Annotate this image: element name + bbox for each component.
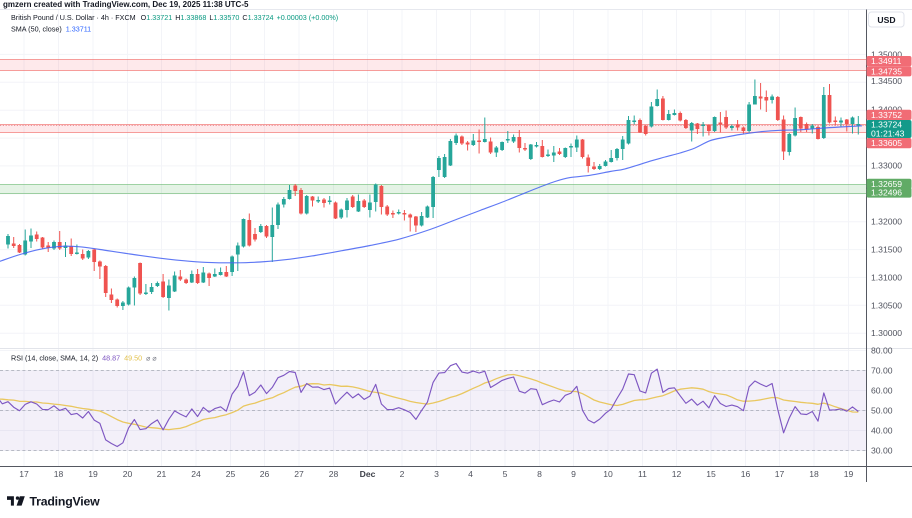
- svg-text:1.30000: 1.30000: [871, 328, 902, 338]
- svg-text:1.33605: 1.33605: [871, 138, 902, 148]
- svg-text:Dec: Dec: [360, 469, 376, 479]
- svg-text:1.31000: 1.31000: [871, 273, 902, 283]
- svg-text:1.33724: 1.33724: [871, 120, 902, 130]
- svg-text:RSI (14, close, SMA, 14, 2) 48: RSI (14, close, SMA, 14, 2) 48.87 49.50 ⌀ …: [11, 354, 157, 363]
- svg-text:1.34500: 1.34500: [871, 76, 902, 86]
- svg-text:1.33752: 1.33752: [871, 110, 902, 120]
- svg-text:60.00: 60.00: [871, 386, 893, 396]
- svg-text:26: 26: [260, 469, 270, 479]
- svg-text:19: 19: [844, 469, 854, 479]
- svg-text:20: 20: [123, 469, 133, 479]
- svg-text:SMA (50, close) 1.33711: SMA (50, close) 1.33711: [11, 25, 91, 34]
- svg-text:01:21:43: 01:21:43: [871, 129, 905, 139]
- svg-text:1.31500: 1.31500: [871, 245, 902, 255]
- svg-text:5: 5: [503, 469, 508, 479]
- svg-text:1.33000: 1.33000: [871, 161, 902, 171]
- svg-text:30.00: 30.00: [871, 446, 893, 456]
- svg-text:80.00: 80.00: [871, 346, 893, 356]
- svg-text:12: 12: [672, 469, 682, 479]
- svg-text:24: 24: [191, 469, 201, 479]
- svg-text:40.00: 40.00: [871, 426, 893, 436]
- svg-text:2: 2: [400, 469, 405, 479]
- svg-text:gmzern created with TradingVie: gmzern created with TradingView.com, Dec…: [3, 0, 249, 9]
- svg-text:19: 19: [88, 469, 98, 479]
- svg-text:1.30500: 1.30500: [871, 301, 902, 311]
- svg-text:1.32496: 1.32496: [871, 188, 902, 198]
- svg-text:British Pound / U.S. Dollar ·: British Pound / U.S. Dollar · 4h · FXCM …: [11, 13, 338, 22]
- svg-text:4: 4: [468, 469, 473, 479]
- svg-text:25: 25: [226, 469, 236, 479]
- svg-text:11: 11: [638, 469, 647, 479]
- svg-text:1.32659: 1.32659: [871, 179, 902, 189]
- svg-text:17: 17: [775, 469, 785, 479]
- svg-text:1.35000: 1.35000: [871, 49, 902, 59]
- svg-text:21: 21: [157, 469, 167, 479]
- svg-text:17: 17: [19, 469, 29, 479]
- svg-text:50.00: 50.00: [871, 406, 893, 416]
- svg-text:TradingView: TradingView: [30, 495, 101, 509]
- svg-text:1.34911: 1.34911: [871, 56, 902, 66]
- svg-text:1.34735: 1.34735: [871, 66, 902, 76]
- svg-text:16: 16: [741, 469, 751, 479]
- svg-text:USD: USD: [877, 15, 895, 25]
- svg-text:1.32000: 1.32000: [871, 217, 902, 227]
- svg-text:3: 3: [434, 469, 439, 479]
- svg-text:27: 27: [294, 469, 304, 479]
- svg-text:10: 10: [603, 469, 613, 479]
- svg-text:18: 18: [809, 469, 819, 479]
- svg-text:9: 9: [571, 469, 576, 479]
- svg-text:70.00: 70.00: [871, 366, 893, 376]
- svg-text:1.34000: 1.34000: [871, 105, 902, 115]
- svg-text:8: 8: [537, 469, 542, 479]
- svg-text:18: 18: [54, 469, 64, 479]
- svg-text:15: 15: [706, 469, 716, 479]
- svg-text:28: 28: [329, 469, 339, 479]
